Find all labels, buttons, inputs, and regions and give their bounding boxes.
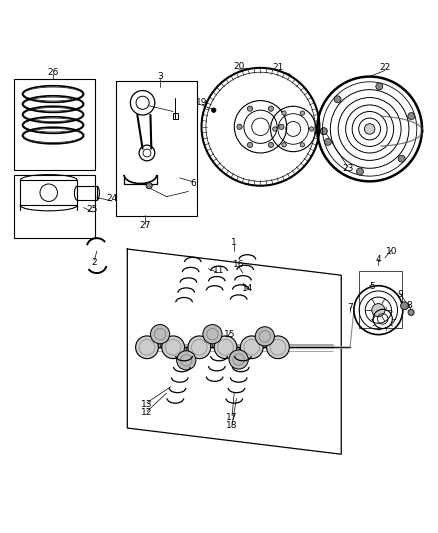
- Circle shape: [212, 108, 216, 112]
- Text: 8: 8: [406, 301, 412, 310]
- Circle shape: [325, 139, 332, 146]
- Circle shape: [267, 336, 289, 359]
- Circle shape: [398, 155, 405, 162]
- Circle shape: [229, 350, 248, 369]
- Text: 21: 21: [272, 63, 284, 72]
- Text: 26: 26: [47, 68, 59, 77]
- Text: 15: 15: [224, 330, 236, 338]
- Text: 23: 23: [342, 164, 353, 173]
- Text: 9: 9: [397, 290, 403, 300]
- Circle shape: [334, 96, 341, 103]
- Text: 12: 12: [141, 408, 153, 417]
- Circle shape: [255, 327, 275, 346]
- Bar: [359, 271, 403, 328]
- Text: 2: 2: [92, 257, 97, 266]
- Text: 17: 17: [226, 413, 238, 422]
- Bar: [20, 180, 77, 205]
- Circle shape: [237, 124, 242, 130]
- Circle shape: [282, 111, 286, 115]
- Circle shape: [188, 336, 211, 359]
- Circle shape: [136, 336, 158, 359]
- Text: 24: 24: [106, 195, 118, 203]
- Circle shape: [247, 106, 253, 111]
- Text: 25: 25: [87, 205, 98, 214]
- Bar: [14, 79, 95, 171]
- Text: 6: 6: [190, 179, 196, 188]
- Text: 1: 1: [231, 238, 237, 247]
- Text: 4: 4: [375, 255, 381, 264]
- Circle shape: [364, 124, 375, 134]
- Circle shape: [408, 309, 414, 316]
- Circle shape: [300, 111, 304, 115]
- Circle shape: [273, 127, 277, 131]
- Text: 16: 16: [233, 260, 244, 269]
- Circle shape: [203, 325, 222, 344]
- Circle shape: [357, 168, 364, 175]
- Bar: [77, 186, 97, 200]
- Circle shape: [268, 106, 274, 111]
- Bar: [117, 81, 197, 216]
- Text: 5: 5: [369, 281, 374, 290]
- Text: 3: 3: [157, 72, 163, 81]
- Circle shape: [408, 112, 415, 119]
- Bar: [14, 175, 95, 238]
- Circle shape: [309, 127, 314, 131]
- Circle shape: [279, 124, 284, 130]
- Text: 20: 20: [233, 62, 244, 71]
- Text: 11: 11: [213, 266, 225, 276]
- Text: 18: 18: [226, 422, 238, 430]
- Circle shape: [282, 143, 286, 147]
- Circle shape: [177, 351, 196, 370]
- Text: 13: 13: [141, 400, 153, 408]
- Text: 22: 22: [379, 63, 391, 72]
- Bar: [173, 113, 178, 119]
- Text: 19: 19: [196, 98, 207, 107]
- Circle shape: [150, 325, 170, 344]
- Circle shape: [300, 143, 304, 147]
- Text: 14: 14: [242, 284, 253, 293]
- Circle shape: [240, 336, 263, 359]
- Circle shape: [162, 336, 184, 359]
- Circle shape: [214, 336, 237, 359]
- Circle shape: [247, 142, 253, 148]
- Circle shape: [401, 302, 409, 310]
- Circle shape: [320, 128, 327, 135]
- Text: 7: 7: [347, 303, 353, 312]
- Circle shape: [268, 142, 274, 148]
- Circle shape: [376, 83, 383, 90]
- Text: 10: 10: [386, 247, 397, 256]
- Circle shape: [372, 304, 385, 317]
- Text: 27: 27: [139, 221, 151, 230]
- Circle shape: [146, 183, 152, 189]
